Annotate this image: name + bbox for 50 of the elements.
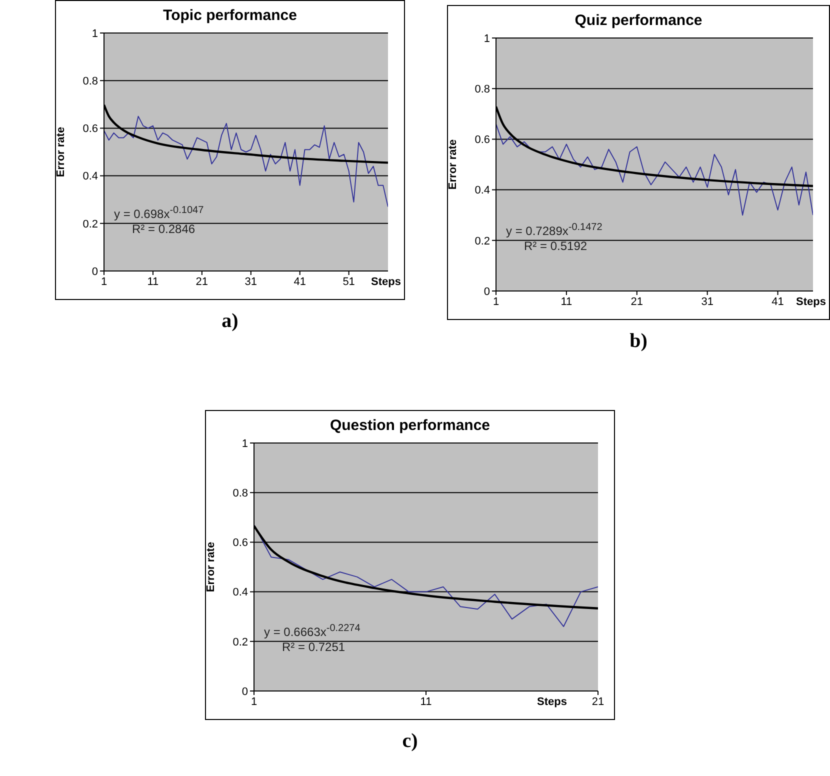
x-tick-label: 1: [492, 296, 500, 308]
y-tick-label: 0: [92, 266, 98, 278]
y-tick-label: 0.4: [474, 184, 490, 197]
y-tick-label: 0.8: [232, 488, 248, 500]
annotation: y = 0.6663x$^{-0.2274}$: [264, 623, 360, 640]
x-tick-label: 1: [250, 696, 258, 708]
text: a): [220, 310, 240, 333]
y-axis-title: Error rate: [54, 126, 67, 178]
chart-title: Topic performance: [162, 7, 298, 26]
annotation: R² = 0.2846: [132, 222, 196, 236]
y-tick-label: 0.8: [82, 76, 98, 88]
y-tick-label: 0.4: [82, 170, 98, 183]
x-tick-label: 21: [630, 296, 644, 308]
text: c): [401, 730, 419, 753]
y-axis-title: Error rate: [204, 542, 217, 592]
y-tick-label: 0.2: [232, 636, 248, 648]
y-tick-label: 0.2: [82, 218, 98, 230]
y-tick-label: 0.2: [474, 235, 490, 248]
x-tick-label: 41: [772, 296, 784, 308]
x-tick-label: 11: [147, 276, 159, 288]
y-tick-label: 1: [242, 438, 248, 450]
chart-title: Quiz performance: [574, 12, 704, 31]
x-tick-label: 1: [100, 276, 108, 288]
annotation: y = 0.7289x$^{-0.1472}$: [506, 222, 602, 238]
y-tick-label: 0.6: [232, 537, 248, 550]
y-tick-label: 1: [484, 32, 490, 45]
y-tick-label: 0.6: [474, 134, 490, 146]
x-axis-title: Steps: [795, 296, 827, 308]
x-tick-label: 51: [342, 276, 355, 288]
text: b): [628, 330, 648, 353]
annotation: R² = 0.5192: [524, 239, 588, 254]
x-tick-label: 11: [420, 696, 432, 708]
x-tick-label: 21: [592, 696, 604, 708]
annotation: y = 0.698x$^{-0.1047}$: [114, 205, 204, 222]
y-tick-label: 0: [484, 286, 490, 298]
y-tick-label: 0.8: [474, 84, 490, 96]
y-tick-label: 1: [92, 28, 98, 40]
y-axis-title: Error rate: [446, 139, 459, 190]
x-tick-label: 31: [244, 276, 258, 288]
x-axis-title: Steps: [370, 276, 402, 288]
chart-title: Question performance: [328, 417, 492, 436]
x-tick-label: 11: [560, 296, 572, 308]
x-tick-label: 41: [294, 276, 306, 288]
annotation: R² = 0.7251: [282, 640, 346, 654]
y-tick-label: 0.6: [82, 123, 98, 136]
y-tick-label: 0: [242, 686, 248, 698]
x-tick-label: 21: [196, 276, 208, 288]
x-tick-label: 31: [701, 296, 714, 308]
x-axis-title: Steps: [536, 696, 568, 708]
y-tick-label: 0.4: [232, 586, 248, 599]
